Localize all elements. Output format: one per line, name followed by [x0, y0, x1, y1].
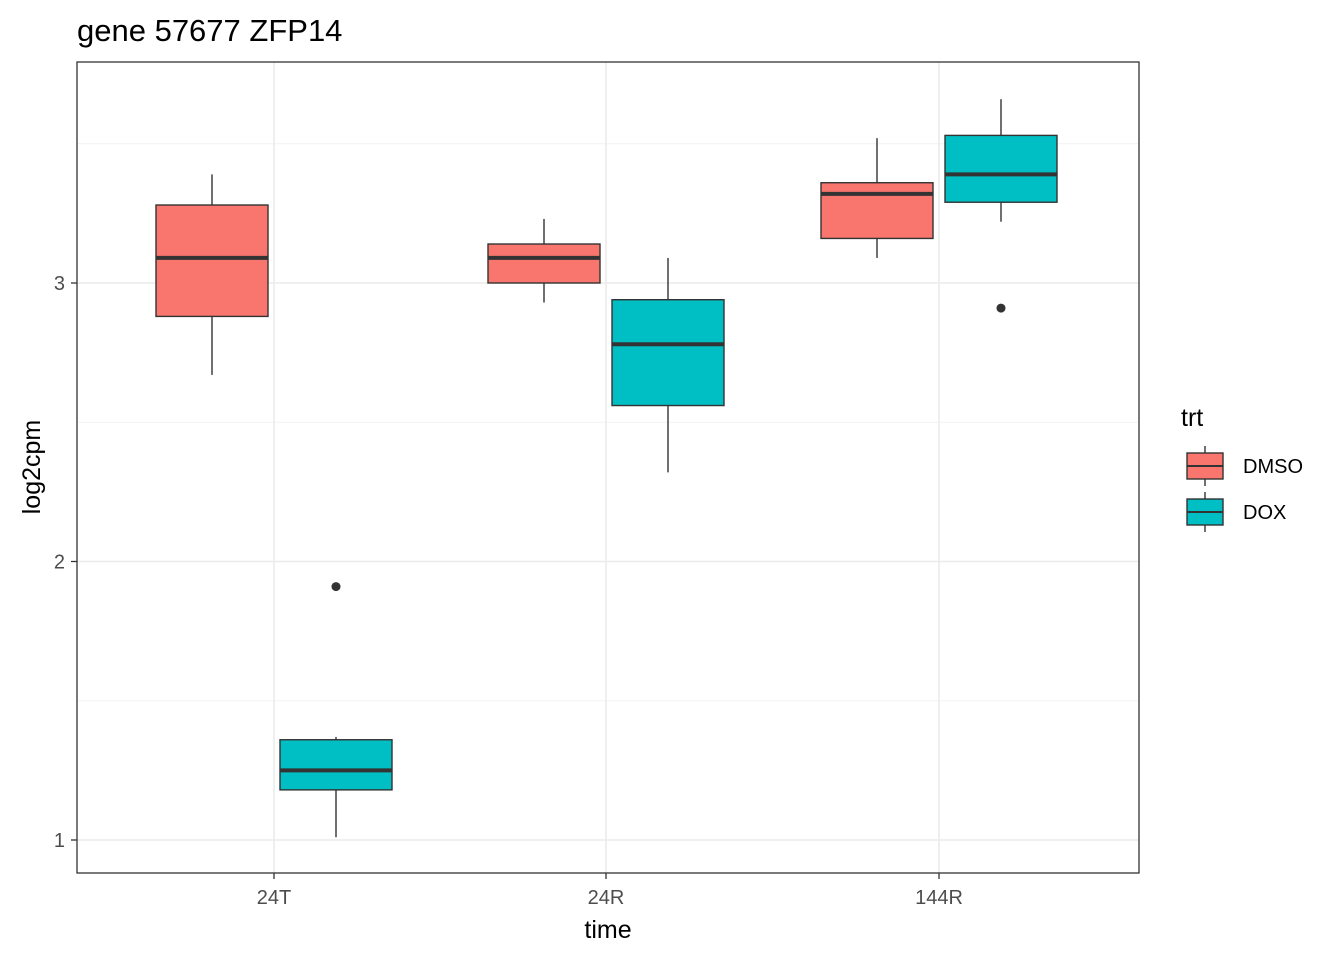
y-axis-title: log2cpm	[18, 420, 46, 515]
box-body	[487, 243, 601, 284]
legend-label: DOX	[1243, 502, 1286, 524]
legend-item-dmso: DMSO	[1186, 446, 1303, 486]
chart-title: gene 57677 ZFP14	[77, 13, 342, 48]
x-tick-label: 24R	[588, 887, 625, 909]
x-axis-title: time	[584, 916, 631, 944]
legend-item-dox: DOX	[1186, 492, 1286, 532]
y-tick-label: 3	[54, 273, 65, 295]
axis-ticks: 1 2 3 24T 24R 144R	[54, 273, 963, 909]
y-tick-label: 1	[54, 830, 65, 852]
legend-label: DMSO	[1243, 456, 1303, 478]
x-tick-label: 144R	[915, 887, 963, 909]
outlier-point	[996, 303, 1006, 313]
box-body	[611, 299, 725, 407]
x-tick-label: 24T	[257, 887, 291, 909]
box-body	[820, 182, 934, 240]
plot-panel-border	[76, 61, 1140, 874]
box-dmso-144r	[820, 138, 934, 258]
box-dox-24t	[279, 582, 393, 838]
box-body	[944, 134, 1058, 203]
box-dmso-24t	[155, 174, 269, 375]
legend: trt DMSO DOX	[1181, 404, 1303, 532]
box-dox-24r	[611, 257, 725, 473]
box-body	[155, 204, 269, 318]
box-dmso-24r	[487, 218, 601, 303]
y-tick-label: 2	[54, 552, 65, 574]
legend-title: trt	[1181, 404, 1203, 432]
box-layer	[155, 99, 1058, 838]
box-dox-144r	[944, 99, 1058, 313]
outlier-point	[331, 582, 341, 592]
box-body	[279, 739, 393, 791]
